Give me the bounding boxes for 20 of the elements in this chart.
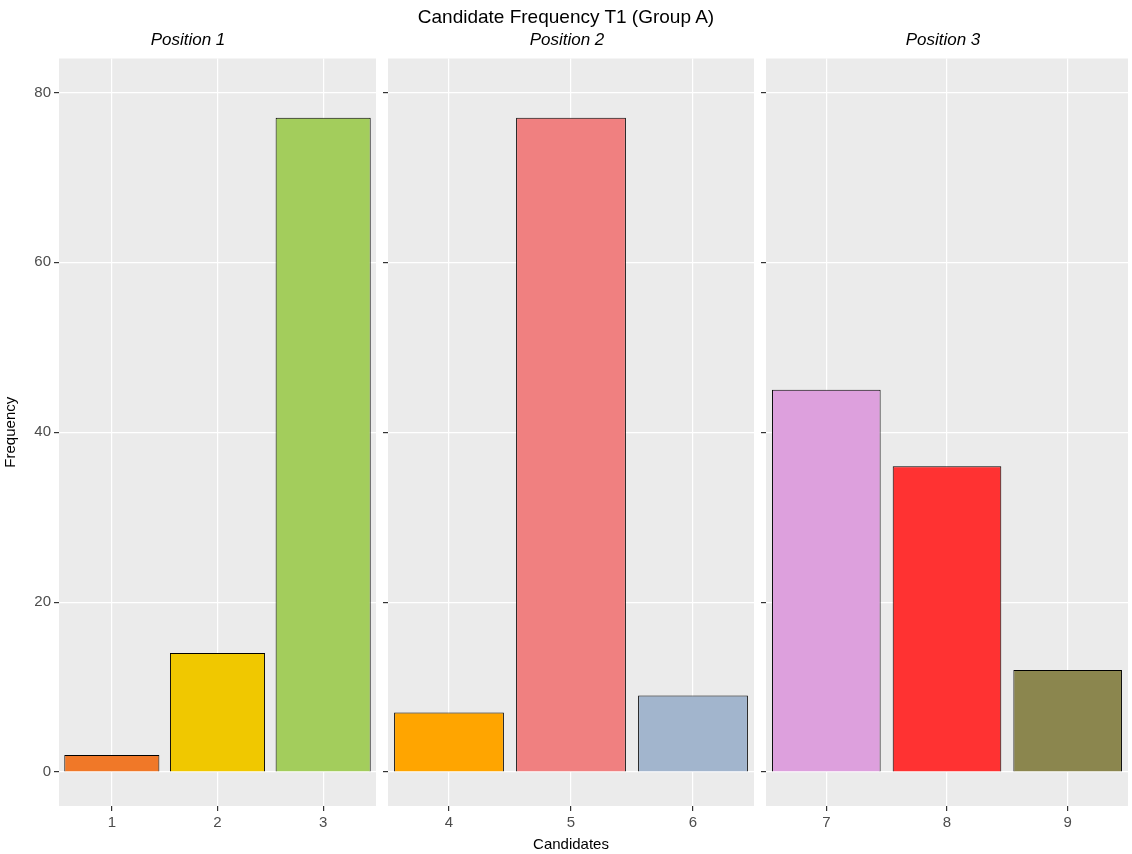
x-tick-label: 3 <box>318 813 328 831</box>
x-axis-title: Candidates <box>533 835 609 853</box>
chart-subtitle: Position 1 <box>150 29 226 49</box>
y-tick-label: 80 <box>34 82 51 100</box>
x-tick-label: 4 <box>444 813 454 831</box>
x-tick-label: 1 <box>107 813 117 831</box>
chart-subtitle: Position 3 <box>905 29 981 49</box>
x-tick-label: 2 <box>213 813 222 831</box>
chart-subtitle: Position 2 <box>529 29 605 49</box>
x-tick-label: 6 <box>688 813 698 831</box>
y-axis-title: Frequency <box>1 396 19 468</box>
y-tick-label: 40 <box>34 422 51 440</box>
x-tick-label: 9 <box>1063 813 1072 831</box>
y-tick-label: 60 <box>34 252 51 270</box>
x-tick-label: 5 <box>566 813 576 831</box>
x-tick-label: 8 <box>942 813 952 831</box>
y-tick-label: 0 <box>42 762 51 780</box>
chart-title: Candidate Frequency T1 (Group A) <box>416 6 716 28</box>
y-tick-label: 20 <box>34 592 51 610</box>
x-tick-label: 7 <box>822 813 831 831</box>
